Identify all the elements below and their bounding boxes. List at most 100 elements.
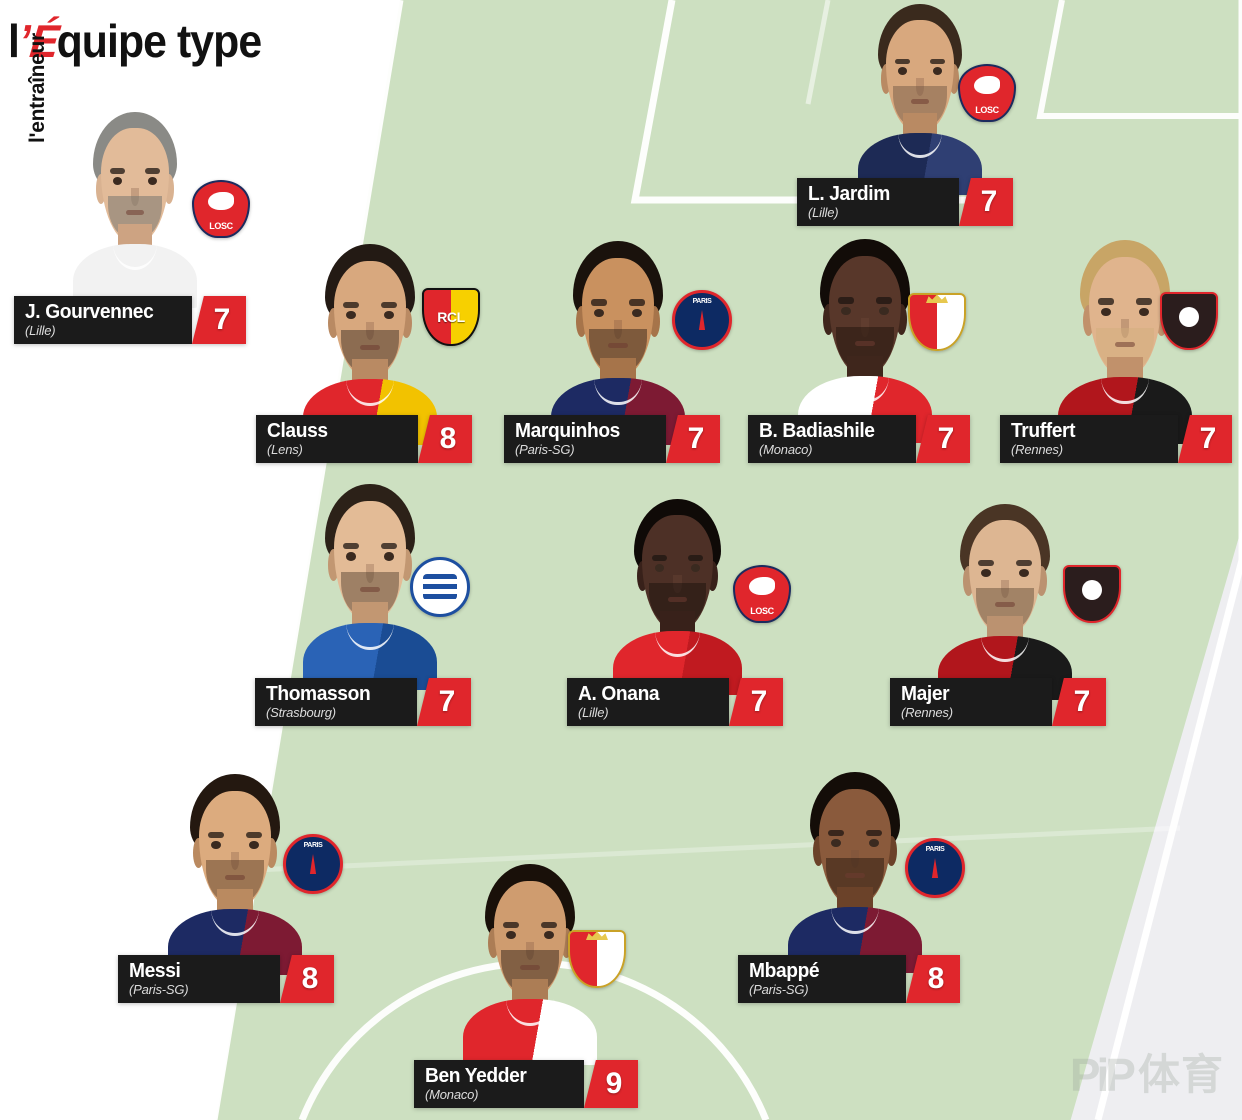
- player-brow-left: [651, 555, 667, 561]
- player-ear-right: [948, 64, 959, 94]
- crown-icon: [926, 295, 948, 303]
- player-brow-right: [381, 301, 397, 308]
- player-mouth: [360, 344, 380, 350]
- player-club: (Rennes): [901, 704, 953, 720]
- page-title: l’Équipe type: [8, 14, 263, 68]
- player-brow-left: [343, 301, 359, 308]
- player-mouth: [910, 99, 930, 105]
- coach-ear-right: [163, 174, 174, 204]
- player-brow-right: [541, 921, 557, 928]
- plate-main: Majer (Rennes): [890, 678, 1052, 726]
- player-club: (Lens): [267, 441, 303, 457]
- player-name-plate[interactable]: B. Badiashile (Monaco) 7: [748, 415, 970, 463]
- player-club: (Rennes): [1011, 441, 1063, 457]
- player-eye-left: [1101, 307, 1111, 317]
- player-eye-right: [249, 840, 259, 849]
- player-nose: [860, 318, 870, 337]
- player-name-plate[interactable]: Marquinhos (Paris-SG) 7: [504, 415, 720, 463]
- player-name: Majer: [901, 683, 950, 706]
- title-rest: quipe type: [56, 15, 263, 67]
- player-brow-right: [1016, 560, 1032, 566]
- player-collar: [654, 630, 701, 657]
- player-brow-right: [246, 831, 262, 838]
- player-brow-left: [503, 921, 519, 928]
- player-brow-left: [828, 829, 844, 836]
- rennes-badge: [1063, 565, 1121, 623]
- badge-text: PARIS: [692, 298, 712, 305]
- player-name: Marquinhos: [515, 420, 620, 443]
- player-rating-block: 7: [916, 415, 970, 463]
- crown-icon: [586, 932, 608, 940]
- rennes-emblem-icon: [1179, 307, 1199, 327]
- player-collar: [506, 998, 554, 1027]
- player-name-plate[interactable]: Clauss (Lens) 8: [256, 415, 472, 463]
- player-rating: 7: [750, 685, 768, 718]
- player-rating: 7: [980, 185, 998, 218]
- psg-badge: PARIS: [905, 838, 965, 898]
- player-name-plate[interactable]: L. Jardim (Lille) 7: [797, 178, 1013, 226]
- coach-name-plate[interactable]: J. Gourvennec (Lille) 7: [14, 296, 246, 344]
- player-ear-right: [400, 307, 412, 339]
- player-ear-right: [400, 549, 412, 581]
- player-eye-right: [544, 930, 554, 939]
- player-name: Mbappé: [749, 960, 820, 983]
- player-name-plate[interactable]: Thomasson (Strasbourg) 7: [255, 678, 471, 726]
- player-ear-right: [895, 303, 907, 335]
- player-eye-right: [933, 67, 943, 76]
- player-eye-left: [346, 310, 356, 319]
- player-nose: [365, 564, 375, 583]
- player-mouth: [668, 597, 687, 602]
- coach-mouth: [125, 210, 145, 215]
- player-name-plate[interactable]: Truffert (Rennes) 7: [1000, 415, 1232, 463]
- coach-eye-right: [148, 177, 158, 185]
- player-collar: [981, 635, 1029, 662]
- player-name: Thomasson: [266, 683, 371, 706]
- plate-main: L. Jardim (Lille): [797, 178, 959, 226]
- player-ear-right: [560, 927, 572, 959]
- losc-badge: LOSC: [733, 565, 791, 623]
- coach-rating: 7: [213, 303, 231, 336]
- coach-plate-main: J. Gourvennec (Lille): [14, 296, 192, 344]
- coach-club: (Lille): [25, 322, 56, 338]
- player-name-plate[interactable]: Ben Yedder (Monaco) 9: [414, 1060, 638, 1108]
- player-name: A. Onana: [578, 683, 660, 706]
- badge-text: LOSC: [975, 105, 999, 115]
- player-mouth: [608, 343, 628, 349]
- player-brow-right: [629, 299, 645, 306]
- eiffel-tower-icon: [309, 854, 317, 874]
- player-collar: [1101, 377, 1149, 405]
- player-name-plate[interactable]: Messi (Paris-SG) 8: [118, 955, 334, 1003]
- player-ear-right: [1035, 566, 1047, 596]
- player-name-plate[interactable]: Mbappé (Paris-SG) 8: [738, 955, 960, 1003]
- player-nose: [916, 78, 924, 96]
- player-portrait: [785, 768, 925, 973]
- player-nose: [613, 320, 623, 339]
- player-portrait: [610, 495, 745, 695]
- coach-brow-right: [145, 168, 160, 174]
- player-name: Ben Yedder: [425, 1065, 527, 1088]
- player-ear-left: [193, 837, 205, 869]
- player-ear-left: [488, 927, 500, 959]
- coach-brow-left: [110, 168, 125, 174]
- player-collar: [211, 908, 259, 937]
- coach-role-label: l'entraîneur: [26, 33, 49, 143]
- coach-eye-left: [112, 177, 122, 185]
- player-brow-left: [838, 297, 854, 304]
- player-brow-right: [930, 58, 945, 65]
- strasbourg-stripes-icon: [423, 574, 457, 600]
- losc-dog-icon: [974, 76, 1000, 94]
- player-eye-left: [506, 930, 516, 939]
- player-name: Clauss: [267, 420, 328, 443]
- player-ear-left: [328, 549, 340, 581]
- player-club: (Monaco): [759, 441, 813, 457]
- player-brow-right: [1136, 298, 1152, 305]
- player-brow-right: [381, 543, 397, 550]
- player-nose: [230, 852, 240, 871]
- player-name-plate[interactable]: Majer (Rennes) 7: [890, 678, 1106, 726]
- player-eye-left: [211, 840, 221, 849]
- player-ear-right: [885, 835, 897, 867]
- player-club: (Lille): [808, 204, 839, 220]
- player-name-plate[interactable]: A. Onana (Lille) 7: [567, 678, 783, 726]
- player-rating: 7: [937, 422, 955, 455]
